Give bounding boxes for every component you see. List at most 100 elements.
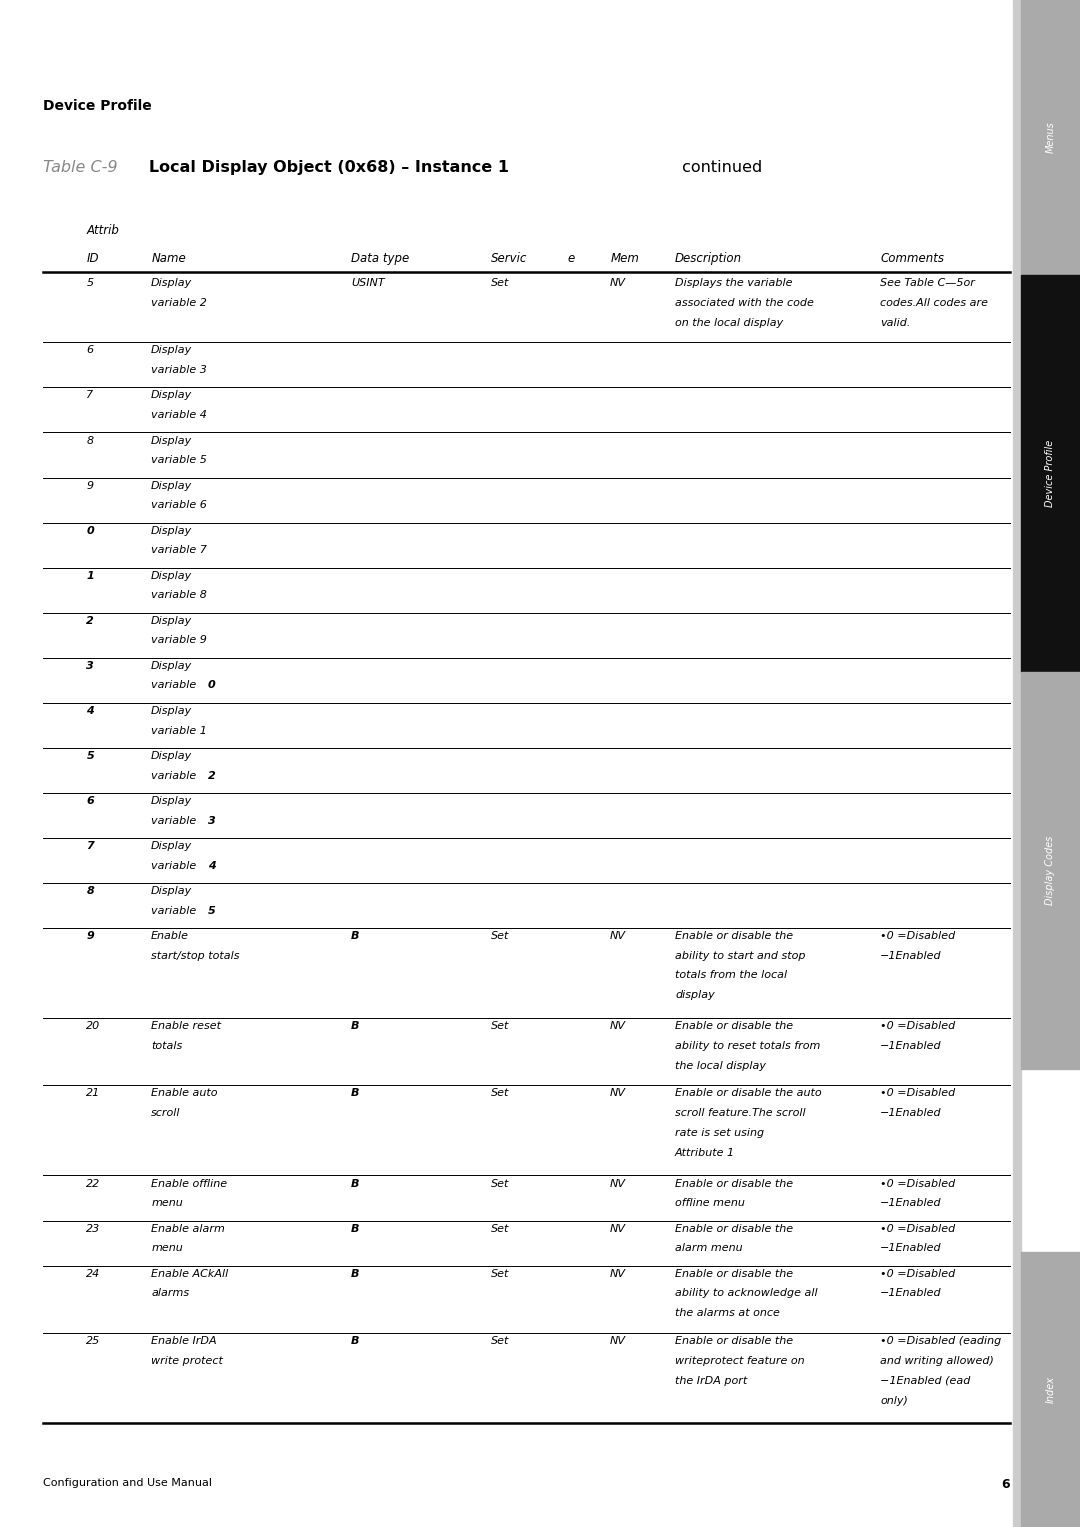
Text: ID: ID (86, 252, 99, 266)
Text: writeprotect feature on: writeprotect feature on (675, 1356, 805, 1367)
Text: the IrDA port: the IrDA port (675, 1376, 747, 1387)
Text: 9: 9 (86, 931, 94, 941)
Text: scroll feature.The scroll: scroll feature.The scroll (675, 1109, 806, 1118)
Text: variable: variable (151, 906, 200, 916)
Text: 21: 21 (86, 1089, 100, 1098)
Text: variable 2: variable 2 (151, 298, 207, 308)
Text: variable 6: variable 6 (151, 501, 207, 510)
Text: Enable or disable the: Enable or disable the (675, 1336, 793, 1347)
Text: Mem: Mem (610, 252, 639, 266)
Text: 5: 5 (86, 278, 94, 289)
Text: −1Enabled: −1Enabled (880, 1109, 942, 1118)
Text: •0 =Disabled: •0 =Disabled (880, 1269, 956, 1278)
Text: 8: 8 (86, 435, 94, 446)
Text: Set: Set (491, 278, 510, 289)
Text: Comments: Comments (880, 252, 944, 266)
Text: ability to start and stop: ability to start and stop (675, 951, 806, 960)
Text: variable 7: variable 7 (151, 545, 207, 556)
Text: Displays the variable: Displays the variable (675, 278, 793, 289)
Text: 20: 20 (86, 1022, 100, 1031)
Text: write protect: write protect (151, 1356, 224, 1367)
Text: display: display (675, 991, 715, 1000)
Text: •0 =Disabled (eading: •0 =Disabled (eading (880, 1336, 1001, 1347)
Text: scroll: scroll (151, 1109, 180, 1118)
Text: •0 =Disabled: •0 =Disabled (880, 1179, 956, 1188)
Text: variable 9: variable 9 (151, 635, 207, 646)
Text: NV: NV (610, 1223, 626, 1234)
Text: B: B (351, 931, 360, 941)
Text: NV: NV (610, 1269, 626, 1278)
Text: Enable ACkAll: Enable ACkAll (151, 1269, 229, 1278)
Text: totals: totals (151, 1041, 183, 1051)
Text: codes.All codes are: codes.All codes are (880, 298, 988, 308)
Text: variable 5: variable 5 (151, 455, 207, 466)
Text: NV: NV (610, 278, 626, 289)
Text: •0 =Disabled: •0 =Disabled (880, 1022, 956, 1031)
Text: Display Codes: Display Codes (1045, 835, 1055, 906)
Text: Data type: Data type (351, 252, 409, 266)
Text: 5: 5 (86, 751, 94, 760)
Text: totals from the local: totals from the local (675, 971, 787, 980)
Text: Display: Display (151, 615, 192, 626)
Text: Display: Display (151, 705, 192, 716)
Text: •0 =Disabled: •0 =Disabled (880, 931, 956, 941)
Text: Enable or disable the: Enable or disable the (675, 1223, 793, 1234)
Text: Enable IrDA: Enable IrDA (151, 1336, 217, 1347)
Text: 7: 7 (86, 391, 94, 400)
Text: Display: Display (151, 525, 192, 536)
Text: the alarms at once: the alarms at once (675, 1309, 780, 1318)
Text: USINT: USINT (351, 278, 384, 289)
Text: 1: 1 (86, 571, 94, 580)
Text: 4: 4 (86, 705, 94, 716)
Text: variable: variable (151, 815, 200, 826)
Text: 22: 22 (86, 1179, 100, 1188)
Text: B: B (351, 1179, 360, 1188)
Text: Set: Set (491, 931, 510, 941)
Text: on the local display: on the local display (675, 318, 783, 328)
Text: variable 3: variable 3 (151, 365, 207, 376)
Text: B: B (351, 1022, 360, 1031)
Text: Set: Set (491, 1179, 510, 1188)
Text: 2: 2 (86, 615, 94, 626)
Text: Device Profile: Device Profile (43, 99, 152, 113)
Text: Servic: Servic (491, 252, 528, 266)
Text: 0: 0 (207, 681, 215, 690)
Text: B: B (351, 1089, 360, 1098)
Text: Enable: Enable (151, 931, 189, 941)
Text: Description: Description (675, 252, 742, 266)
Text: menu: menu (151, 1199, 183, 1208)
Text: valid.: valid. (880, 318, 910, 328)
Text: B: B (351, 1223, 360, 1234)
Text: 9: 9 (86, 481, 94, 490)
Text: Configuration and Use Manual: Configuration and Use Manual (43, 1478, 212, 1489)
Text: 3: 3 (86, 661, 94, 670)
Text: Display: Display (151, 345, 192, 356)
Text: 6: 6 (86, 345, 94, 356)
Text: variable 1: variable 1 (151, 725, 207, 736)
Text: NV: NV (610, 1179, 626, 1188)
Text: Table C-9: Table C-9 (43, 160, 118, 176)
Text: −1Enabled: −1Enabled (880, 1289, 942, 1298)
Text: alarm menu: alarm menu (675, 1243, 743, 1254)
Text: Enable or disable the: Enable or disable the (675, 1179, 793, 1188)
Text: Set: Set (491, 1269, 510, 1278)
Text: Enable auto: Enable auto (151, 1089, 218, 1098)
Text: variable: variable (151, 771, 200, 780)
Text: 6: 6 (86, 796, 94, 806)
Text: rate is set using: rate is set using (675, 1128, 765, 1138)
Text: offline menu: offline menu (675, 1199, 745, 1208)
Text: Display: Display (151, 481, 192, 490)
Text: only): only) (880, 1396, 908, 1405)
Text: −1Enabled: −1Enabled (880, 951, 942, 960)
Text: 3: 3 (207, 815, 215, 826)
Text: Set: Set (491, 1223, 510, 1234)
Text: 2: 2 (207, 771, 215, 780)
Bar (1021, 672, 1080, 1069)
Text: 4: 4 (207, 861, 215, 870)
Bar (1021, 1252, 1080, 1527)
Text: continued: continued (677, 160, 762, 176)
Text: alarms: alarms (151, 1289, 189, 1298)
Text: Display: Display (151, 391, 192, 400)
Text: Enable or disable the: Enable or disable the (675, 1269, 793, 1278)
Text: •0 =Disabled: •0 =Disabled (880, 1223, 956, 1234)
